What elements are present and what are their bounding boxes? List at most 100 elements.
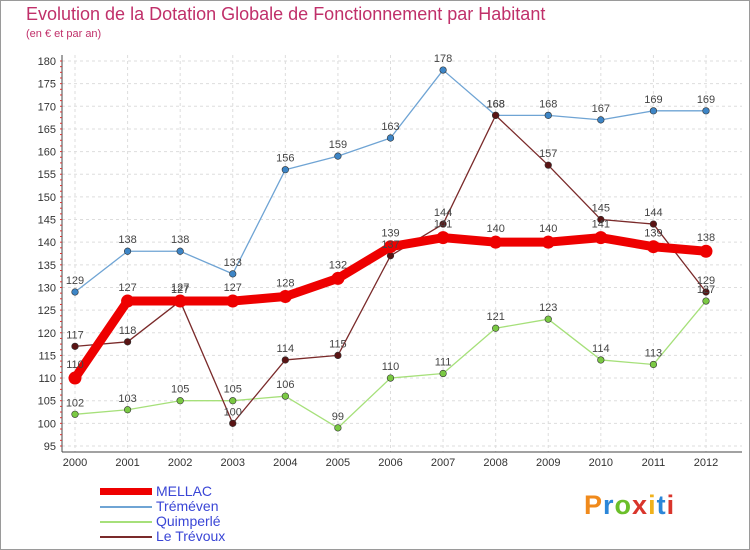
data-point <box>646 240 660 254</box>
data-point <box>71 410 79 418</box>
data-label: 138 <box>171 234 189 246</box>
data-point <box>123 247 132 255</box>
data-point <box>702 297 710 305</box>
data-point <box>439 66 447 74</box>
data-label: 178 <box>434 53 452 65</box>
x-tick-label: 2000 <box>63 457 87 469</box>
x-tick-label: 2011 <box>642 457 666 469</box>
data-label: 157 <box>539 148 557 160</box>
data-label: 139 <box>644 228 662 240</box>
data-label: 118 <box>119 325 137 337</box>
y-tick-label: 95 <box>44 441 56 453</box>
data-label: 133 <box>224 257 242 269</box>
y-tick-label: 135 <box>38 260 56 272</box>
data-label: 127 <box>171 282 189 294</box>
data-point <box>492 111 500 119</box>
data-label: 137 <box>381 239 399 251</box>
data-point <box>489 235 503 249</box>
data-point <box>229 397 237 405</box>
legend-swatch-quimperle <box>100 521 152 523</box>
data-point <box>384 240 397 254</box>
data-label: 100 <box>224 406 242 418</box>
y-tick-label: 105 <box>38 396 56 408</box>
data-label: 99 <box>332 411 344 423</box>
y-tick-label: 160 <box>38 147 56 159</box>
data-point <box>68 371 82 385</box>
data-label: 144 <box>644 207 662 219</box>
legend-swatch-mellac <box>100 488 152 495</box>
data-point <box>281 356 289 364</box>
plot-area <box>62 55 742 452</box>
data-label: 139 <box>381 228 399 240</box>
data-label: 145 <box>592 203 610 215</box>
data-label: 156 <box>276 153 294 165</box>
x-tick-label: 2008 <box>483 457 507 469</box>
data-label: 128 <box>276 278 294 290</box>
data-label: 110 <box>66 359 84 371</box>
data-point <box>649 107 658 115</box>
data-label: 121 <box>486 311 504 323</box>
x-tick-label: 2010 <box>589 457 613 469</box>
data-label: 127 <box>224 282 242 294</box>
data-label: 168 <box>486 98 504 110</box>
data-point <box>71 342 79 350</box>
data-point <box>123 406 132 414</box>
legend-swatch-tremeven <box>100 506 152 508</box>
y-tick-label: 170 <box>38 101 56 113</box>
logo-letter: i <box>648 490 657 520</box>
data-point <box>597 116 605 124</box>
x-tick-label: 2001 <box>115 457 139 469</box>
data-label: 169 <box>697 94 715 106</box>
data-label: 141 <box>434 219 452 231</box>
logo-letter: P <box>584 490 604 520</box>
y-tick-label: 130 <box>38 282 56 294</box>
data-label: 129 <box>66 275 84 287</box>
data-point <box>544 161 552 169</box>
data-point <box>121 294 135 308</box>
data-label: 138 <box>697 232 715 244</box>
data-label: 111 <box>435 357 452 369</box>
y-tick-label: 165 <box>38 124 56 136</box>
y-tick-label: 110 <box>38 373 56 385</box>
data-point <box>541 235 555 249</box>
data-label: 140 <box>486 223 504 235</box>
data-point <box>226 294 240 308</box>
data-point <box>702 288 710 296</box>
chart-title: Evolution de la Dotation Globale de Fonc… <box>26 4 546 24</box>
y-tick-label: 175 <box>38 79 56 91</box>
data-label: 144 <box>434 207 452 219</box>
x-tick-label: 2006 <box>378 457 402 469</box>
data-point <box>386 252 395 260</box>
data-label: 129 <box>697 275 715 287</box>
data-label: 113 <box>645 347 663 359</box>
legend-swatch-le-trevoux <box>100 536 152 538</box>
data-point <box>649 220 658 228</box>
y-tick-label: 100 <box>38 418 56 430</box>
data-point <box>229 270 237 278</box>
x-tick-label: 2002 <box>168 457 192 469</box>
data-point <box>123 338 132 346</box>
data-label: 114 <box>277 343 295 355</box>
data-label: 132 <box>329 259 347 271</box>
data-point <box>594 231 608 245</box>
data-point <box>281 392 289 400</box>
data-label: 138 <box>118 234 136 246</box>
data-label: 141 <box>592 219 610 231</box>
data-label: 127 <box>118 282 136 294</box>
data-point <box>334 351 342 360</box>
y-tick-label: 125 <box>38 305 56 317</box>
data-label: 105 <box>171 384 189 396</box>
data-point <box>699 244 713 258</box>
data-label: 123 <box>539 302 557 314</box>
data-label: 163 <box>381 121 399 133</box>
data-point <box>386 374 395 382</box>
data-label: 114 <box>592 343 610 355</box>
data-label: 159 <box>329 139 347 151</box>
data-point <box>597 356 605 364</box>
y-tick-label: 180 <box>38 56 56 68</box>
logo-letter: x <box>632 490 649 520</box>
y-tick-label: 145 <box>38 215 56 227</box>
legend-label-le-trevoux: Le Trévoux <box>156 528 226 544</box>
data-point <box>229 419 237 427</box>
